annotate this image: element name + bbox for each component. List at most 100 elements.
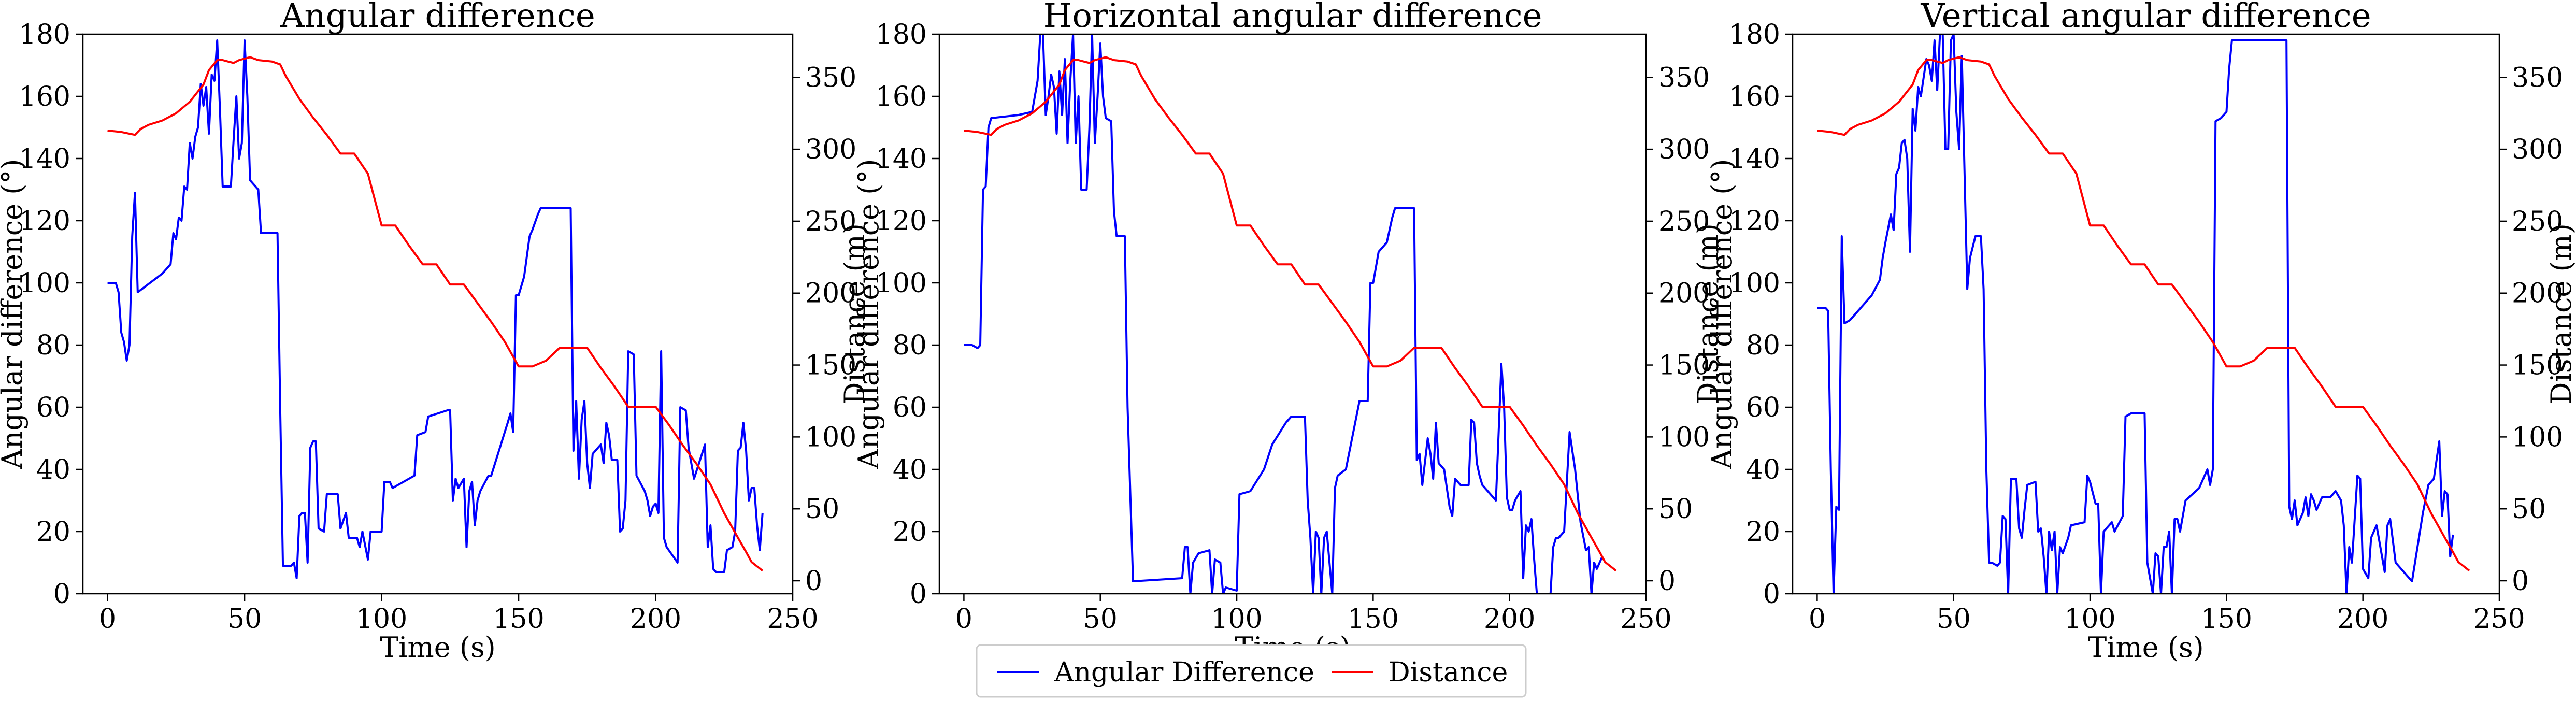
- x-tick-label: 250: [1620, 604, 1671, 635]
- panel-angular: 0 50 100 150 200 250 0 20 40 60 80 100 120 140 160 180 0…: [0, 0, 871, 664]
- y-right-tick-label: 50: [1658, 494, 1693, 525]
- series-line-angular-difference: [1817, 34, 2454, 594]
- x-tick-label: 100: [2064, 604, 2115, 635]
- x-tick-label: 0: [99, 604, 116, 635]
- y-tick-label: 180: [876, 19, 927, 50]
- x-axis-label: Time (s): [2088, 631, 2203, 664]
- x-tick-label: 200: [630, 604, 681, 635]
- plot-frame: [1792, 33, 2500, 595]
- y-right-tick-label: 200: [1658, 278, 1710, 309]
- series-line-distance: [1817, 56, 2470, 572]
- legend-label-angular: Angular Difference: [1054, 657, 1314, 688]
- y-tick-label: 140: [19, 144, 70, 175]
- panel-title: Vertical angular difference: [1920, 0, 2371, 35]
- y-right-axis-label: Distance (m): [838, 223, 871, 405]
- y-axis-label: Angular difference (°): [852, 159, 885, 470]
- y-tick-label: 100: [876, 268, 927, 299]
- series-line-angular-difference: [964, 34, 1604, 594]
- y-tick-label: 160: [19, 81, 70, 112]
- x-tick-label: 250: [767, 604, 818, 635]
- y-tick-label: 100: [1729, 268, 1780, 299]
- y-right-tick-label: 250: [805, 206, 856, 237]
- y-tick-label: 140: [876, 144, 927, 175]
- y-right-tick-label: 150: [805, 350, 856, 381]
- y-axis-label: Angular difference (°): [0, 159, 28, 470]
- y-tick-label: 60: [893, 392, 927, 423]
- y-tick-label: 0: [53, 579, 70, 610]
- y-right-tick-label: 200: [805, 278, 856, 309]
- y-right-tick-label: 250: [2512, 206, 2563, 237]
- y-axis-label: Angular difference (°): [1706, 159, 1738, 470]
- y-right-tick-label: 300: [805, 134, 856, 165]
- y-right-tick-label: 350: [805, 62, 856, 93]
- y-right-tick-label: 0: [1658, 566, 1676, 597]
- y-tick-label: 120: [1729, 206, 1780, 237]
- x-tick-label: 150: [493, 604, 544, 635]
- x-tick-label: 200: [1484, 604, 1535, 635]
- y-tick-label: 160: [1729, 81, 1780, 112]
- y-right-tick-label: 150: [1658, 350, 1710, 381]
- y-tick-label: 80: [1746, 330, 1780, 361]
- y-tick-label: 60: [36, 392, 70, 423]
- x-tick-label: 0: [955, 604, 972, 635]
- y-tick-label: 140: [1729, 144, 1780, 175]
- x-tick-label: 200: [2337, 604, 2388, 635]
- y-right-tick-label: 100: [2512, 422, 2563, 453]
- panels: 0 50 100 150 200 2500204060801001201401601800…: [0, 0, 2576, 664]
- y-tick-label: 20: [36, 517, 70, 548]
- panel-title: Angular difference: [280, 0, 595, 35]
- y-tick-label: 180: [1729, 19, 1780, 50]
- plot-frame: [82, 33, 794, 595]
- legend-frame: [976, 644, 1527, 698]
- panel-title: Horizontal angular difference: [1043, 0, 1542, 35]
- y-tick-label: 20: [1746, 517, 1780, 548]
- y-tick-label: 0: [910, 579, 927, 610]
- series-line-angular-difference: [107, 39, 764, 579]
- y-right-axis-label: Distance (m): [2545, 223, 2576, 405]
- y-tick-label: 40: [1746, 454, 1780, 485]
- x-tick-label: 150: [1348, 604, 1399, 635]
- y-tick-label: 40: [36, 454, 70, 485]
- x-tick-label: 150: [2201, 604, 2252, 635]
- series-line-distance: [964, 56, 1617, 572]
- series-line-distance: [107, 56, 764, 572]
- y-right-tick-label: 50: [2512, 494, 2546, 525]
- x-tick-label: 0: [1809, 604, 1826, 635]
- panel-horizontal: 0 50 100 150 200 250 0 20 40 60 80 100 120 140 160 180 0…: [852, 0, 1724, 664]
- y-right-tick-label: 0: [2512, 566, 2529, 597]
- x-tick-label: 50: [1937, 604, 1971, 635]
- y-right-axis-label: Distance (m): [1692, 223, 1724, 405]
- y-right-tick-label: 350: [2512, 62, 2563, 93]
- x-axis-label: Time (s): [380, 631, 495, 664]
- y-right-tick-label: 100: [805, 422, 856, 453]
- y-tick-label: 60: [1746, 392, 1780, 423]
- y-right-tick-label: 150: [2512, 350, 2563, 381]
- y-tick-label: 40: [893, 454, 927, 485]
- y-tick-label: 180: [19, 19, 70, 50]
- y-right-tick-label: 250: [1658, 206, 1710, 237]
- y-tick-label: 20: [893, 517, 927, 548]
- y-right-tick-label: 50: [805, 494, 839, 525]
- y-tick-label: 80: [893, 330, 927, 361]
- y-right-tick-label: 300: [1658, 134, 1710, 165]
- plot-frame: [938, 33, 1647, 595]
- y-tick-label: 100: [19, 268, 70, 299]
- x-tick-label: 100: [1211, 604, 1262, 635]
- y-right-tick-label: 350: [1658, 62, 1710, 93]
- x-tick-label: 50: [1083, 604, 1118, 635]
- x-tick-label: 250: [2473, 604, 2525, 635]
- y-right-tick-label: 0: [805, 566, 822, 597]
- y-right-tick-label: 200: [2512, 278, 2563, 309]
- y-tick-label: 0: [1763, 579, 1780, 610]
- legend: Angular Difference Distance: [976, 644, 1527, 698]
- y-tick-label: 120: [19, 206, 70, 237]
- legend-label-distance: Distance: [1389, 657, 1508, 688]
- panel-vertical: 0 50 100 150 200 250 0 20 40 60 80 100 120 140 160 180 0…: [1706, 0, 2576, 664]
- x-tick-label: 50: [227, 604, 262, 635]
- x-tick-label: 100: [356, 604, 407, 635]
- y-tick-label: 80: [36, 330, 70, 361]
- y-tick-label: 160: [876, 81, 927, 112]
- y-right-tick-label: 100: [1658, 422, 1710, 453]
- y-tick-label: 120: [876, 206, 927, 237]
